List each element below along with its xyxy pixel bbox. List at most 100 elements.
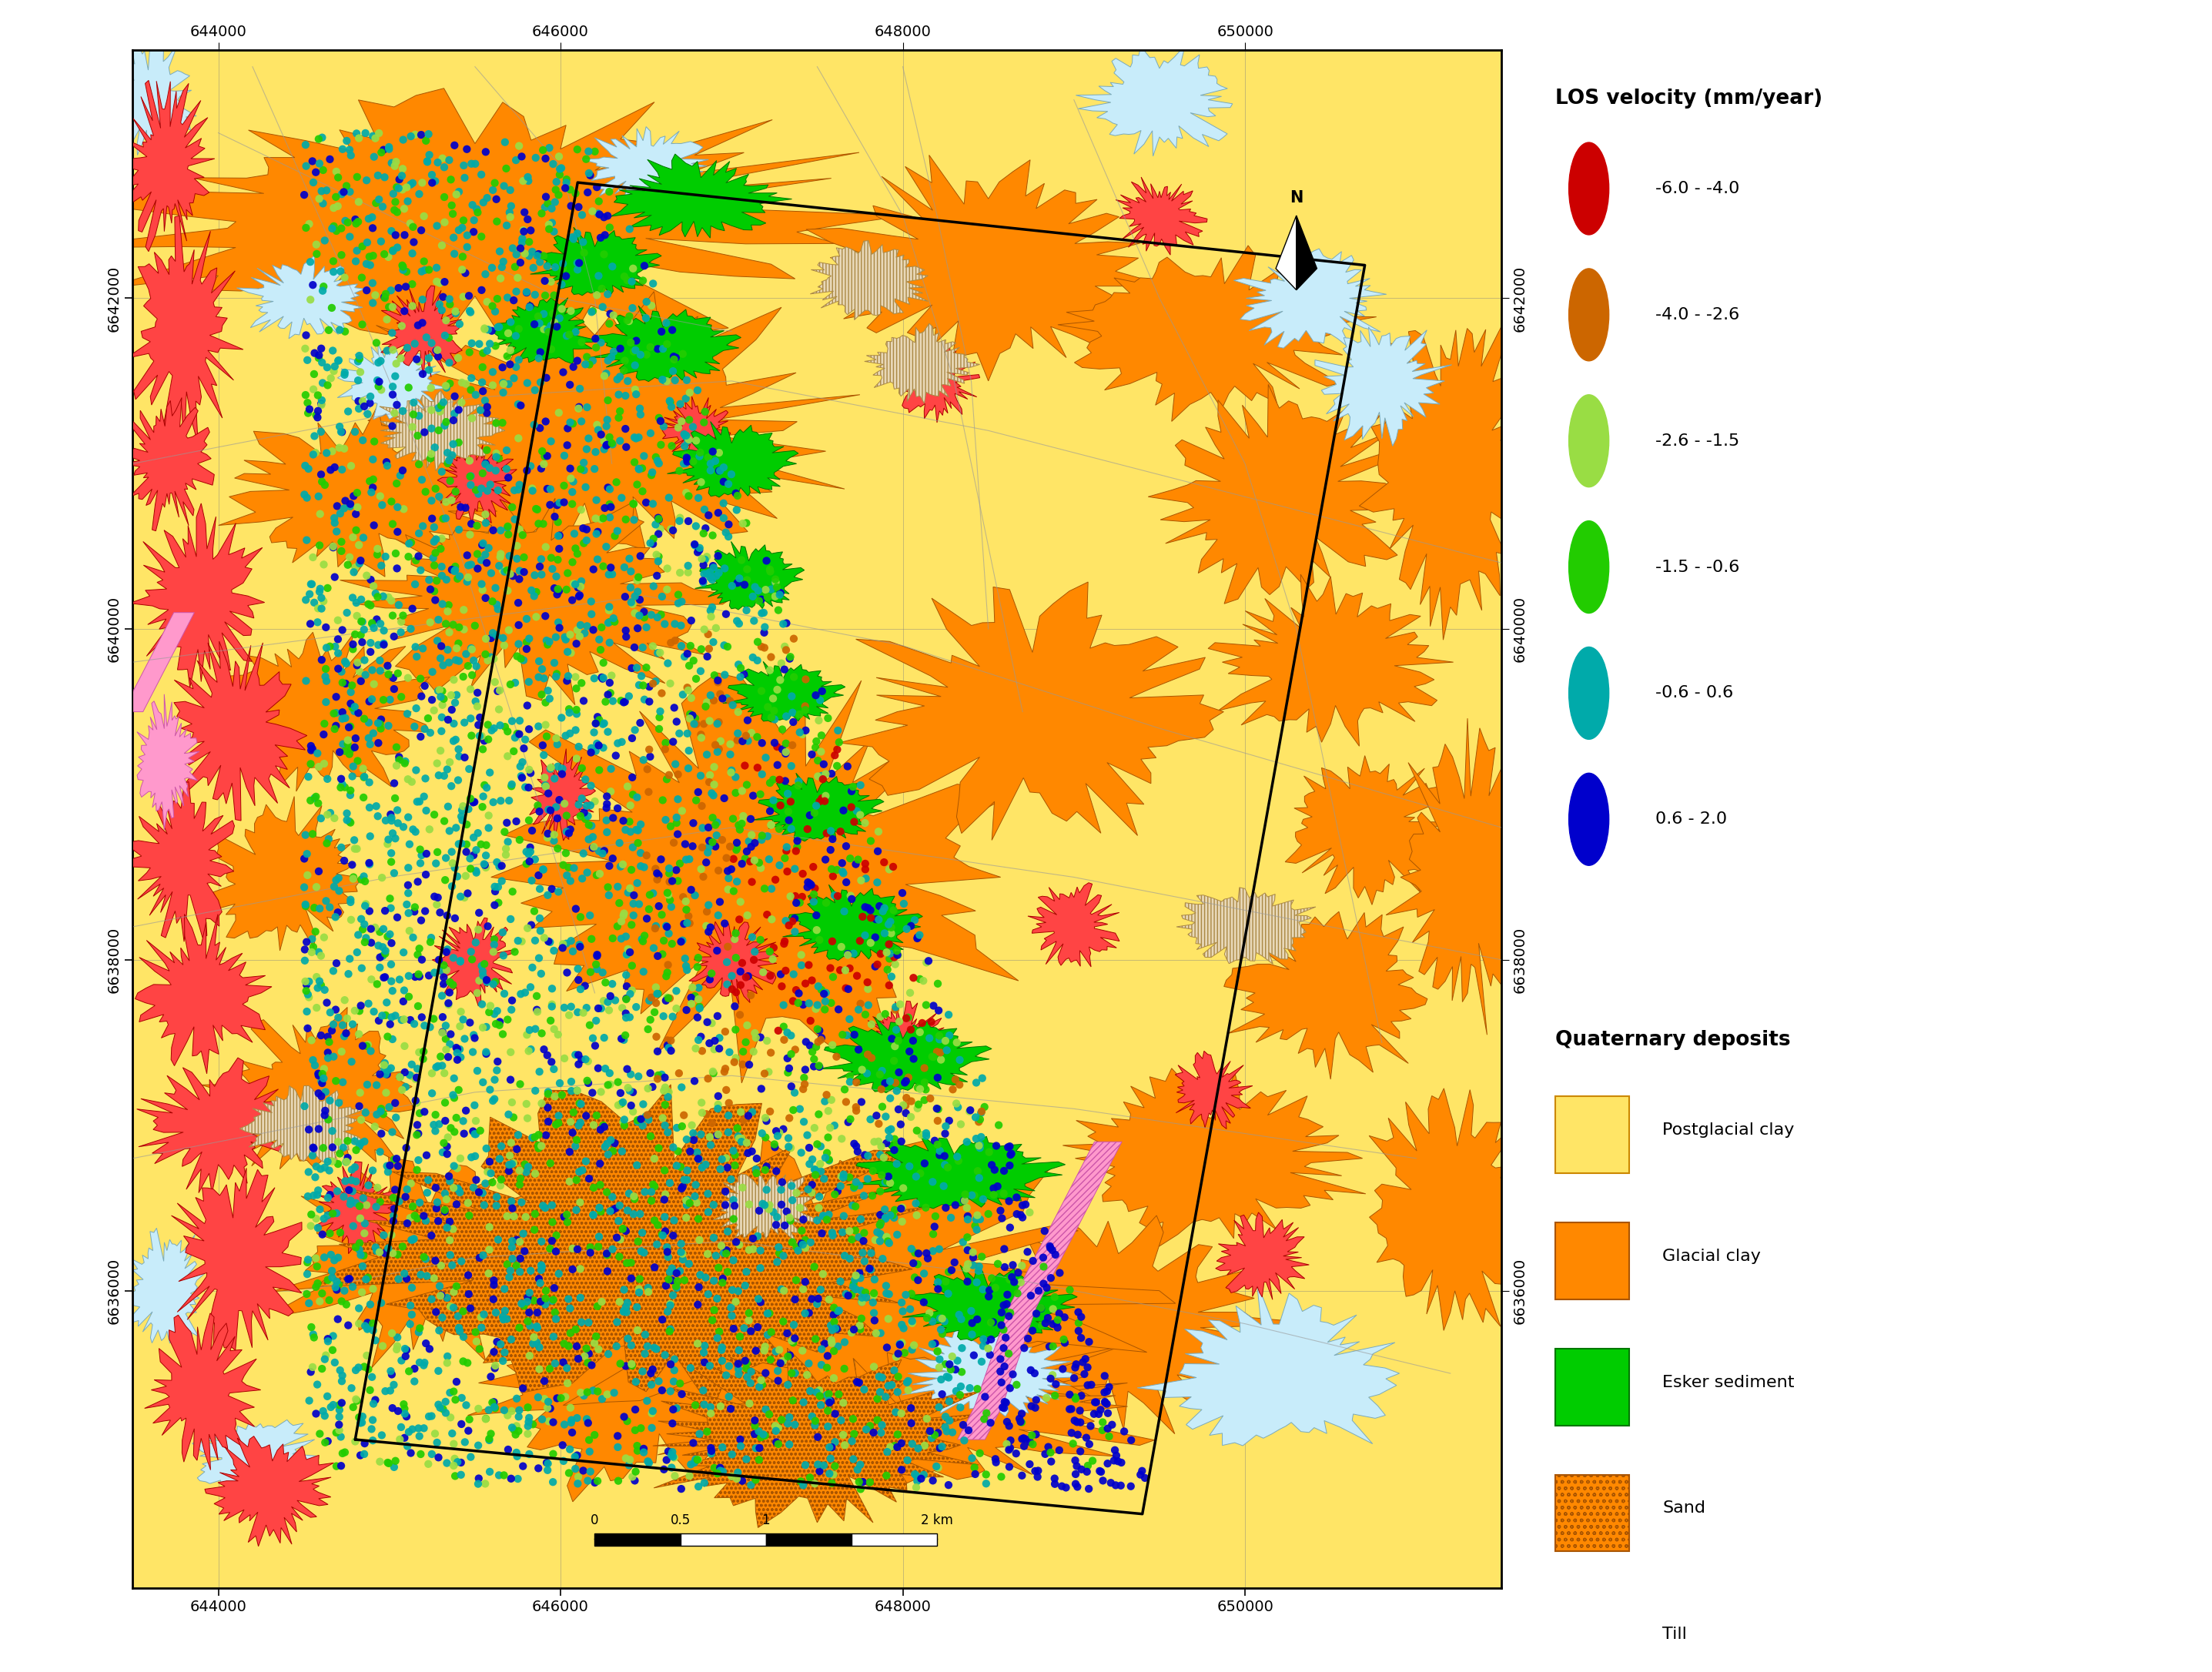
Point [726, 803, 761, 829]
Point [549, 930, 584, 956]
Point [334, 736, 369, 762]
Point [540, 313, 575, 339]
Point [484, 853, 520, 879]
Point [816, 963, 852, 990]
Point [1013, 1282, 1048, 1309]
Point [484, 1022, 520, 1048]
Point [830, 941, 865, 968]
Point [354, 214, 389, 241]
Point [626, 958, 661, 985]
Point [818, 1428, 854, 1455]
Point [964, 1100, 1000, 1127]
Point [714, 692, 750, 719]
Point [874, 963, 909, 990]
Point [690, 1008, 726, 1035]
Point [865, 1162, 900, 1189]
Point [520, 1122, 555, 1149]
Point [770, 1371, 805, 1398]
Point [584, 1199, 619, 1226]
Point [728, 1028, 763, 1055]
Point [511, 774, 546, 801]
Point [319, 712, 354, 739]
Point [907, 1461, 942, 1488]
Point [338, 602, 374, 629]
Point [336, 1394, 372, 1421]
Point [920, 1394, 956, 1421]
Text: -1.5 - -0.6: -1.5 - -0.6 [1655, 560, 1741, 575]
Point [933, 1343, 969, 1369]
Point [666, 421, 701, 448]
Point [1113, 1426, 1148, 1453]
Point [653, 629, 688, 655]
Point [633, 334, 668, 361]
Point [973, 1309, 1009, 1336]
Point [743, 1023, 779, 1050]
Point [792, 1229, 827, 1256]
Point [591, 179, 626, 206]
Point [325, 1012, 361, 1038]
Point [327, 1149, 363, 1175]
Point [845, 1057, 880, 1083]
Point [387, 1073, 422, 1100]
Point [491, 577, 526, 604]
Point [624, 853, 659, 879]
Point [942, 1301, 978, 1328]
Point [504, 1453, 540, 1480]
Point [374, 839, 409, 866]
Point [876, 1137, 911, 1164]
Point [591, 475, 626, 502]
Point [591, 988, 626, 1015]
Point [613, 1446, 648, 1473]
Point [453, 938, 489, 965]
Point [299, 963, 334, 990]
Point [436, 1294, 471, 1321]
Point [688, 694, 723, 721]
Point [743, 1289, 779, 1316]
Point [619, 1438, 655, 1465]
Point [697, 687, 732, 714]
Point [414, 440, 449, 466]
Point [296, 423, 332, 450]
Point [365, 687, 400, 714]
Point [425, 505, 460, 532]
Point [748, 1333, 783, 1359]
Point [883, 1399, 918, 1426]
Point [708, 662, 743, 689]
Point [571, 425, 606, 451]
Point [380, 798, 416, 824]
Point [562, 624, 597, 650]
Point [858, 953, 894, 980]
Point [568, 806, 604, 833]
Point [518, 311, 553, 338]
Point [580, 709, 615, 736]
Point [316, 701, 352, 727]
Point [482, 1012, 518, 1038]
Point [611, 308, 646, 334]
Point [615, 1353, 650, 1379]
Polygon shape [137, 694, 199, 829]
Point [723, 664, 759, 691]
Point [425, 590, 460, 617]
Point [869, 1438, 905, 1465]
Point [478, 443, 513, 470]
Point [984, 1463, 1020, 1490]
Point [942, 1394, 978, 1421]
Point [832, 976, 867, 1003]
Point [641, 450, 677, 477]
Point [650, 854, 686, 881]
Point [710, 971, 745, 998]
Point [361, 349, 396, 376]
Point [560, 1042, 595, 1068]
Point [776, 1097, 812, 1124]
Point [925, 1306, 960, 1333]
Point [626, 923, 661, 950]
Point [772, 1105, 807, 1132]
Point [365, 194, 400, 221]
Point [447, 152, 482, 179]
Point [462, 331, 498, 358]
Point [347, 764, 383, 791]
Point [774, 1187, 810, 1214]
Point [737, 1408, 772, 1435]
Point [365, 916, 400, 943]
Point [380, 1152, 416, 1179]
